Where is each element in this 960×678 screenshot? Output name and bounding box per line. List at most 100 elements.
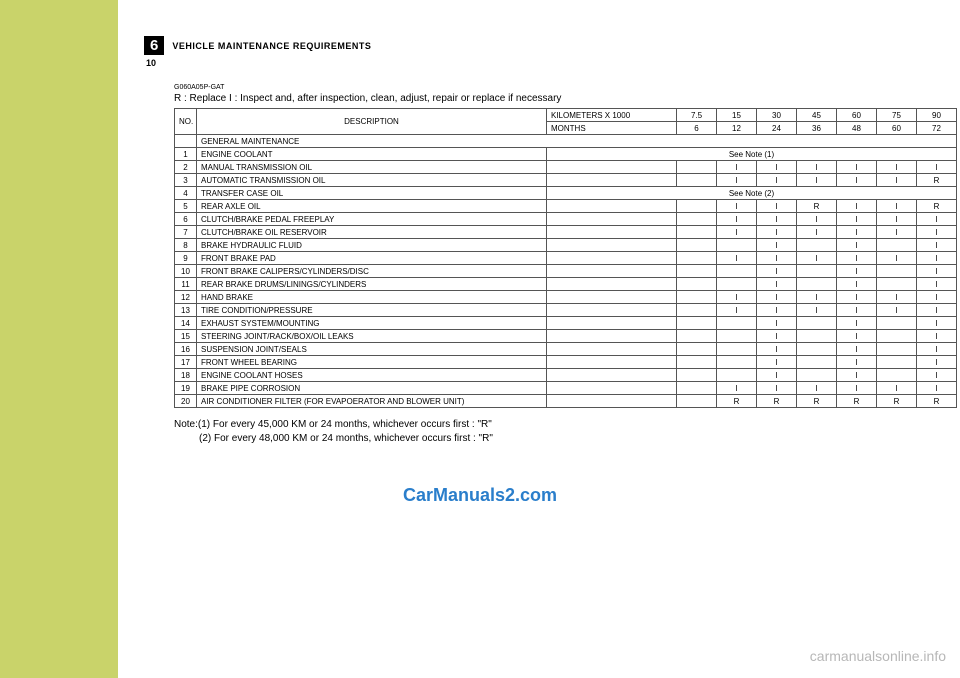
row-val: I bbox=[757, 213, 797, 226]
row-val: I bbox=[917, 369, 957, 382]
km-0: 7.5 bbox=[677, 109, 717, 122]
chapter-title: VEHICLE MAINTENANCE REQUIREMENTS bbox=[172, 41, 371, 51]
table-row: 5REAR AXLE OILIIRIIR bbox=[175, 200, 957, 213]
row-desc: SUSPENSION JOINT/SEALS bbox=[197, 343, 547, 356]
row-val bbox=[717, 330, 757, 343]
row-num: 17 bbox=[175, 356, 197, 369]
row-val: I bbox=[917, 161, 957, 174]
row-val bbox=[797, 317, 837, 330]
row-val: I bbox=[877, 161, 917, 174]
row-units bbox=[547, 356, 677, 369]
row-val bbox=[797, 239, 837, 252]
row-val bbox=[677, 330, 717, 343]
row-val bbox=[797, 343, 837, 356]
note-line2: (2) For every 48,000 KM or 24 months, wh… bbox=[199, 433, 493, 444]
row-val: I bbox=[717, 200, 757, 213]
row-val: I bbox=[917, 382, 957, 395]
row-val: I bbox=[757, 226, 797, 239]
row-desc: AIR CONDITIONER FILTER (FOR EVAPOERATOR … bbox=[197, 395, 547, 408]
row-val bbox=[677, 369, 717, 382]
row-num: 4 bbox=[175, 187, 197, 200]
row-val: I bbox=[917, 265, 957, 278]
row-desc: CLUTCH/BRAKE OIL RESERVOIR bbox=[197, 226, 547, 239]
row-val: I bbox=[797, 252, 837, 265]
row-units bbox=[547, 265, 677, 278]
watermark-carmanuals2: CarManuals2.com bbox=[403, 485, 557, 506]
section-code: G060A05P-GAT bbox=[174, 84, 914, 91]
row-val bbox=[677, 317, 717, 330]
row-val: I bbox=[717, 304, 757, 317]
col-no: NO. bbox=[175, 109, 197, 135]
row-val bbox=[877, 330, 917, 343]
row-units bbox=[547, 252, 677, 265]
km-label: KILOMETERS X 1000 bbox=[547, 109, 677, 122]
row-num: 10 bbox=[175, 265, 197, 278]
row-val: I bbox=[757, 369, 797, 382]
mo-5: 60 bbox=[877, 122, 917, 135]
row-val bbox=[797, 369, 837, 382]
row-val bbox=[717, 356, 757, 369]
table-row: 12HAND BRAKEIIIIII bbox=[175, 291, 957, 304]
row-desc: TRANSFER CASE OIL bbox=[197, 187, 547, 200]
row-val bbox=[717, 369, 757, 382]
row-desc: AUTOMATIC TRANSMISSION OIL bbox=[197, 174, 547, 187]
row-units bbox=[547, 226, 677, 239]
page-number: 10 bbox=[146, 58, 914, 68]
row-num: 13 bbox=[175, 304, 197, 317]
row-val bbox=[717, 239, 757, 252]
general-label: GENERAL MAINTENANCE bbox=[197, 135, 957, 148]
row-units bbox=[547, 382, 677, 395]
km-3: 45 bbox=[797, 109, 837, 122]
row-val: I bbox=[837, 239, 877, 252]
note-block: Note:(1) For every 45,000 KM or 24 month… bbox=[174, 418, 914, 446]
row-num: 12 bbox=[175, 291, 197, 304]
row-val bbox=[677, 213, 717, 226]
row-val: I bbox=[757, 330, 797, 343]
table-row: 1ENGINE COOLANTSee Note (1) bbox=[175, 148, 957, 161]
note-line1: (1) For every 45,000 KM or 24 months, wh… bbox=[198, 419, 492, 430]
row-val bbox=[677, 174, 717, 187]
row-val bbox=[677, 382, 717, 395]
row-val: I bbox=[917, 213, 957, 226]
row-val: I bbox=[877, 213, 917, 226]
row-val: I bbox=[837, 265, 877, 278]
row-units bbox=[547, 278, 677, 291]
row-val: I bbox=[797, 161, 837, 174]
note-lead: Note: bbox=[174, 419, 198, 430]
row-desc: ENGINE COOLANT HOSES bbox=[197, 369, 547, 382]
row-desc: STEERING JOINT/RACK/BOX/OIL LEAKS bbox=[197, 330, 547, 343]
row-val: I bbox=[837, 161, 877, 174]
row-num: 19 bbox=[175, 382, 197, 395]
km-4: 60 bbox=[837, 109, 877, 122]
table-row: 20AIR CONDITIONER FILTER (FOR EVAPOERATO… bbox=[175, 395, 957, 408]
row-val bbox=[877, 278, 917, 291]
row-val bbox=[797, 356, 837, 369]
row-val: I bbox=[757, 382, 797, 395]
row-val: I bbox=[757, 317, 797, 330]
row-val bbox=[677, 356, 717, 369]
table-header-row-km: NO. DESCRIPTION KILOMETERS X 1000 7.5 15… bbox=[175, 109, 957, 122]
table-row: 3AUTOMATIC TRANSMISSION OILIIIIIR bbox=[175, 174, 957, 187]
row-val: I bbox=[877, 304, 917, 317]
row-units: See Note (1) bbox=[547, 148, 957, 161]
row-val: I bbox=[837, 226, 877, 239]
row-val: I bbox=[717, 226, 757, 239]
mo-label: MONTHS bbox=[547, 122, 677, 135]
row-units bbox=[547, 343, 677, 356]
mo-0: 6 bbox=[677, 122, 717, 135]
row-val: R bbox=[717, 395, 757, 408]
row-val: I bbox=[797, 291, 837, 304]
row-val bbox=[797, 278, 837, 291]
row-val: I bbox=[917, 356, 957, 369]
row-val: I bbox=[797, 304, 837, 317]
table-row: 2MANUAL TRANSMISSION OILIIIIII bbox=[175, 161, 957, 174]
general-maintenance-row: GENERAL MAINTENANCE bbox=[175, 135, 957, 148]
row-val: I bbox=[837, 330, 877, 343]
row-desc: TIRE CONDITION/PRESSURE bbox=[197, 304, 547, 317]
row-num: 14 bbox=[175, 317, 197, 330]
row-val: I bbox=[757, 265, 797, 278]
table-row: 11REAR BRAKE DRUMS/LININGS/CYLINDERSIII bbox=[175, 278, 957, 291]
table-row: 16SUSPENSION JOINT/SEALSIII bbox=[175, 343, 957, 356]
row-units bbox=[547, 330, 677, 343]
row-val: I bbox=[877, 200, 917, 213]
